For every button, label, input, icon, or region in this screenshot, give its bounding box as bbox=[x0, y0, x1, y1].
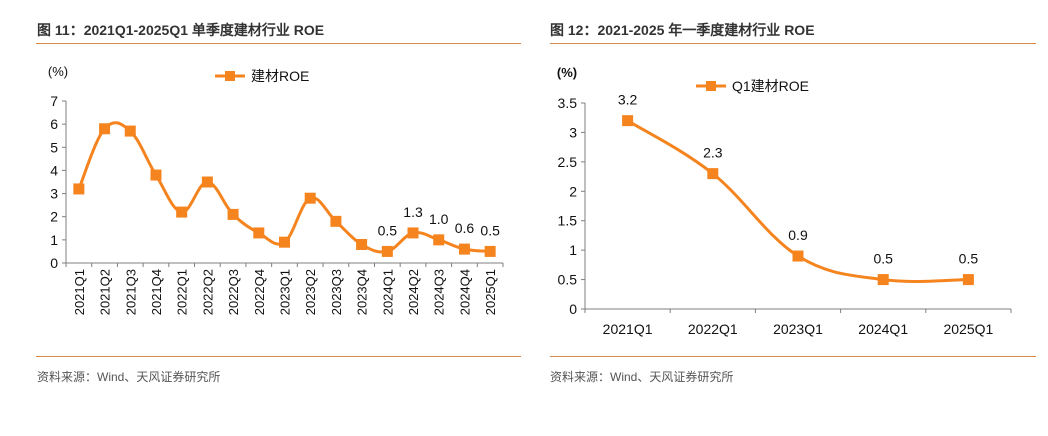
left-figure-panel: 图 11：2021Q1-2025Q1 单季度建材行业 ROE (%) 建材ROE 0… bbox=[0, 0, 521, 436]
right-y-tick-label: 1.5 bbox=[558, 213, 578, 229]
left-x-tick-label: 2021Q3 bbox=[123, 269, 138, 315]
right-figure-title: 图 12：2021-2025 年一季度建材行业 ROE bbox=[550, 22, 815, 38]
left-data-point bbox=[124, 125, 136, 137]
right-y-tick-label: 0 bbox=[569, 301, 577, 317]
left-figure-title: 图 11：2021Q1-2025Q1 单季度建材行业 ROE bbox=[37, 22, 325, 38]
left-data-point bbox=[356, 238, 368, 250]
left-y-tick-label: 5 bbox=[50, 139, 58, 155]
right-y-tick-label: 2.5 bbox=[558, 154, 578, 170]
right-data-label: 0.5 bbox=[959, 251, 979, 267]
right-source-divider bbox=[550, 356, 1036, 357]
left-y-tick-label: 1 bbox=[50, 232, 58, 248]
right-y-tick-label: 0.5 bbox=[558, 272, 578, 288]
left-x-tick-label: 2021Q2 bbox=[98, 269, 113, 315]
left-x-tick-label: 2025Q1 bbox=[483, 269, 498, 315]
right-x-tick-label: 2025Q1 bbox=[943, 321, 993, 337]
right-data-point bbox=[622, 115, 634, 127]
right-data-label: 0.9 bbox=[788, 227, 808, 243]
right-data-point bbox=[707, 168, 719, 180]
left-data-point bbox=[201, 176, 213, 188]
left-x-tick-label: 2024Q1 bbox=[380, 269, 395, 315]
left-x-tick-label: 2022Q4 bbox=[252, 269, 267, 315]
left-y-tick-label: 2 bbox=[50, 209, 58, 225]
left-data-point bbox=[330, 215, 342, 227]
right-data-point bbox=[792, 250, 804, 262]
right-y-unit-label: (%) bbox=[557, 65, 577, 80]
left-x-tick-label: 2022Q3 bbox=[226, 269, 241, 315]
left-data-point bbox=[458, 243, 470, 255]
right-x-tick-label: 2024Q1 bbox=[858, 321, 908, 337]
left-data-point bbox=[304, 192, 316, 204]
right-x-tick-label: 2022Q1 bbox=[688, 321, 738, 337]
left-x-tick-label: 2023Q3 bbox=[329, 269, 344, 315]
left-x-tick-label: 2023Q4 bbox=[355, 269, 370, 315]
left-data-label: 0.6 bbox=[455, 220, 475, 236]
left-data-label: 1.0 bbox=[429, 211, 449, 227]
right-data-point bbox=[962, 274, 974, 286]
right-data-label: 3.2 bbox=[618, 92, 638, 108]
left-data-point bbox=[99, 123, 111, 135]
left-x-tick-label: 2023Q1 bbox=[278, 269, 293, 315]
left-data-point bbox=[433, 234, 445, 246]
left-source-note: 资料来源：Wind、天风证券研究所 bbox=[37, 370, 221, 384]
right-source-note: 资料来源：Wind、天风证券研究所 bbox=[550, 370, 734, 384]
right-data-point bbox=[877, 274, 889, 286]
left-x-tick-label: 2022Q2 bbox=[200, 269, 215, 315]
left-x-tick-label: 2021Q4 bbox=[149, 269, 164, 315]
left-legend-label: 建材ROE bbox=[251, 68, 309, 84]
left-x-tick-label: 2021Q1 bbox=[72, 269, 87, 315]
right-y-tick-label: 1 bbox=[569, 242, 577, 258]
right-x-tick-label: 2021Q1 bbox=[603, 321, 653, 337]
left-legend-marker bbox=[225, 71, 235, 81]
left-series-line bbox=[77, 121, 491, 254]
left-source-divider bbox=[36, 356, 521, 357]
left-x-tick-label: 2023Q2 bbox=[303, 269, 318, 315]
right-x-tick-label: 2023Q1 bbox=[773, 321, 823, 337]
right-legend-marker bbox=[706, 81, 716, 91]
left-y-unit-label: (%) bbox=[48, 64, 68, 79]
left-title-divider bbox=[36, 43, 521, 44]
left-y-tick-label: 7 bbox=[50, 93, 58, 109]
left-chart: (%) 建材ROE 0 1 2 3 4 5 6 7 2021Q1 2021Q2 2021Q3 2021Q4… bbox=[48, 64, 504, 315]
right-title-divider bbox=[550, 43, 1036, 44]
left-data-label: 0.5 bbox=[378, 222, 398, 238]
left-data-label: 1.3 bbox=[403, 204, 423, 220]
right-y-tick-label: 3 bbox=[569, 124, 577, 140]
right-chart: (%) Q1建材ROE 0 0.5 1 1.5 2 2.5 3 3.5 2021Q1 2022Q1 20… bbox=[557, 65, 1012, 337]
left-data-point bbox=[73, 183, 85, 195]
left-x-tick-label: 2024Q2 bbox=[406, 269, 421, 315]
left-data-point bbox=[227, 208, 239, 220]
left-data-point bbox=[176, 206, 188, 218]
left-data-point bbox=[253, 227, 265, 239]
left-y-tick-label: 0 bbox=[50, 255, 58, 271]
right-y-tick-label: 2 bbox=[569, 183, 577, 199]
right-figure-panel: 图 12：2021-2025 年一季度建材行业 ROE (%) Q1建材ROE 0 0… bbox=[538, 0, 1048, 436]
left-x-tick-label: 2024Q3 bbox=[432, 269, 447, 315]
left-data-point bbox=[407, 227, 419, 239]
right-data-label: 2.3 bbox=[703, 145, 723, 161]
left-data-label: 0.5 bbox=[480, 222, 500, 238]
right-y-tick-label: 3.5 bbox=[558, 95, 578, 111]
left-data-point bbox=[150, 169, 162, 181]
left-y-tick-label: 3 bbox=[50, 186, 58, 202]
right-legend-label: Q1建材ROE bbox=[732, 78, 809, 94]
left-x-tick-label: 2024Q4 bbox=[457, 269, 472, 315]
left-data-point bbox=[484, 245, 496, 257]
left-data-point bbox=[279, 236, 290, 248]
left-data-point bbox=[381, 245, 393, 257]
right-data-label: 0.5 bbox=[873, 251, 893, 267]
left-y-tick-label: 6 bbox=[50, 116, 58, 132]
left-y-tick-label: 4 bbox=[50, 162, 58, 178]
left-x-tick-label: 2022Q1 bbox=[175, 269, 190, 315]
